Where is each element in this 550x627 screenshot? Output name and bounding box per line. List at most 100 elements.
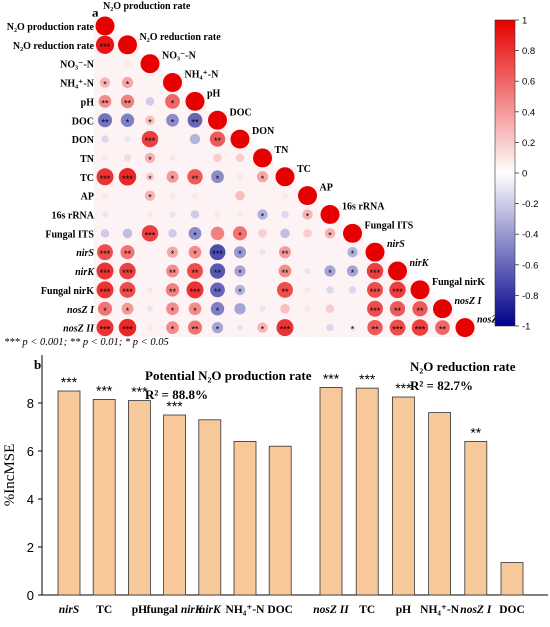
diagonal-label: Fungal nirK — [432, 277, 485, 288]
correlation-cell — [363, 242, 387, 262]
correlation-cell: *** — [183, 280, 207, 300]
correlation-circle — [410, 280, 430, 300]
bar-group: *** pH — [391, 380, 415, 616]
correlation-heatmap: **** *** ** *** * * * ***** ****** *** * * ** * *** ***… — [93, 16, 477, 338]
significance-mark: * — [216, 325, 220, 335]
correlation-circle — [320, 205, 340, 224]
significance-legend: *** p < 0.001; ** p < 0.01; * p < 0.05 — [4, 337, 169, 348]
correlation-cell: ** — [206, 129, 229, 149]
bar — [57, 390, 81, 596]
correlation-circle — [210, 282, 225, 298]
correlation-cell: *** — [93, 242, 117, 262]
bar — [391, 396, 415, 596]
correlation-circle — [455, 318, 475, 338]
correlation-circle — [209, 131, 226, 147]
correlation-cell: * — [138, 148, 162, 168]
row-label: NO₃⁻-N — [60, 60, 95, 71]
correlation-circle — [146, 211, 154, 218]
diagonal-label: N₂O reduction rate — [140, 32, 222, 43]
category-label: TC — [359, 604, 375, 616]
row-label: DON — [72, 135, 95, 146]
colorbar: 1 0.8 0.6 0.4 0.2 0 -0.2 -0.4 -0.6 -0.8 -1 — [494, 16, 538, 333]
correlation-cell: * — [183, 223, 207, 243]
significance-mark: *** — [370, 287, 381, 297]
correlation-cell — [296, 280, 319, 300]
correlation-circle — [350, 306, 355, 311]
significance-mark: ** — [281, 249, 289, 259]
correlation-circle — [277, 281, 293, 298]
correlation-circle — [118, 35, 137, 55]
correlation-circle — [304, 286, 311, 293]
colorbar-tick-label: -0.8 — [522, 291, 538, 302]
significance-mark: * — [171, 174, 175, 184]
correlation-cell — [251, 186, 274, 206]
significance-mark: * — [103, 80, 107, 90]
correlation-cell — [183, 91, 207, 111]
correlation-circle — [232, 226, 248, 241]
correlation-cell — [138, 54, 162, 74]
reduction-title: N₂O reduction rate — [410, 359, 516, 374]
correlation-circle — [96, 168, 114, 186]
row-label: TC — [80, 173, 94, 184]
correlation-circle — [119, 262, 136, 280]
correlation-circle — [169, 211, 176, 218]
correlation-cell: *** — [116, 318, 139, 338]
correlation-cell — [206, 110, 229, 130]
correlation-circle — [208, 110, 227, 130]
bar-group: *** nirS — [57, 374, 81, 616]
colorbar-tick-label: 0 — [522, 169, 527, 180]
reduction-title-block: N₂O reduction rate R² = 82.7% — [410, 359, 516, 393]
correlation-cell — [341, 223, 364, 243]
significance-mark: * — [148, 193, 152, 203]
correlation-cell — [206, 148, 229, 168]
correlation-circle — [166, 246, 179, 258]
correlation-cell: ** — [408, 299, 432, 319]
correlation-circle — [121, 76, 134, 89]
correlation-circle — [214, 211, 221, 218]
correlation-cell — [318, 299, 342, 319]
bar — [127, 400, 151, 596]
correlation-cell: ** — [431, 318, 454, 338]
correlation-cell: ** — [273, 242, 297, 262]
correlation-circle — [257, 322, 268, 333]
correlation-cell — [296, 261, 319, 281]
correlation-circle — [213, 153, 222, 163]
diagonal-label: nirS — [387, 239, 405, 250]
correlation-cell — [93, 16, 117, 36]
bar-significance: *** — [166, 398, 183, 414]
diagonal-label: nosZ I — [455, 296, 483, 307]
correlation-cell — [228, 299, 252, 319]
diagonal-label: 16s rRNA — [342, 202, 385, 213]
correlation-circle — [120, 94, 135, 109]
panel-a-letter: a — [92, 5, 99, 20]
correlation-cell — [116, 205, 139, 224]
correlation-circle — [349, 324, 356, 331]
correlation-circle — [118, 318, 137, 337]
correlation-cell: * — [206, 318, 229, 338]
correlation-cell: * — [341, 318, 364, 338]
significance-mark: * — [171, 117, 175, 127]
correlation-cell — [93, 223, 117, 243]
correlation-circle — [146, 324, 154, 331]
correlation-cell — [161, 129, 184, 149]
significance-mark: ** — [191, 325, 199, 335]
category-label: NH₄⁺-N — [226, 604, 266, 616]
correlation-circle — [166, 264, 179, 278]
correlation-circle — [209, 263, 226, 279]
significance-mark: ** — [169, 287, 177, 297]
correlation-circle — [281, 210, 289, 219]
correlation-cell: *** — [363, 261, 387, 281]
correlation-cell — [116, 129, 139, 149]
correlation-circle — [125, 212, 130, 217]
category-label: nirK — [199, 604, 222, 616]
colorbar-tick-label: 0.4 — [522, 107, 535, 118]
significance-mark: *** — [145, 136, 156, 146]
correlation-cell — [251, 299, 274, 319]
correlation-circle — [236, 324, 244, 331]
bar-group: NH₄⁺-N — [226, 440, 266, 616]
significance-mark: * — [328, 230, 332, 240]
significance-mark: * — [171, 306, 175, 316]
correlation-circle — [389, 281, 406, 299]
correlation-circle — [119, 281, 136, 298]
correlation-circle — [99, 77, 111, 88]
